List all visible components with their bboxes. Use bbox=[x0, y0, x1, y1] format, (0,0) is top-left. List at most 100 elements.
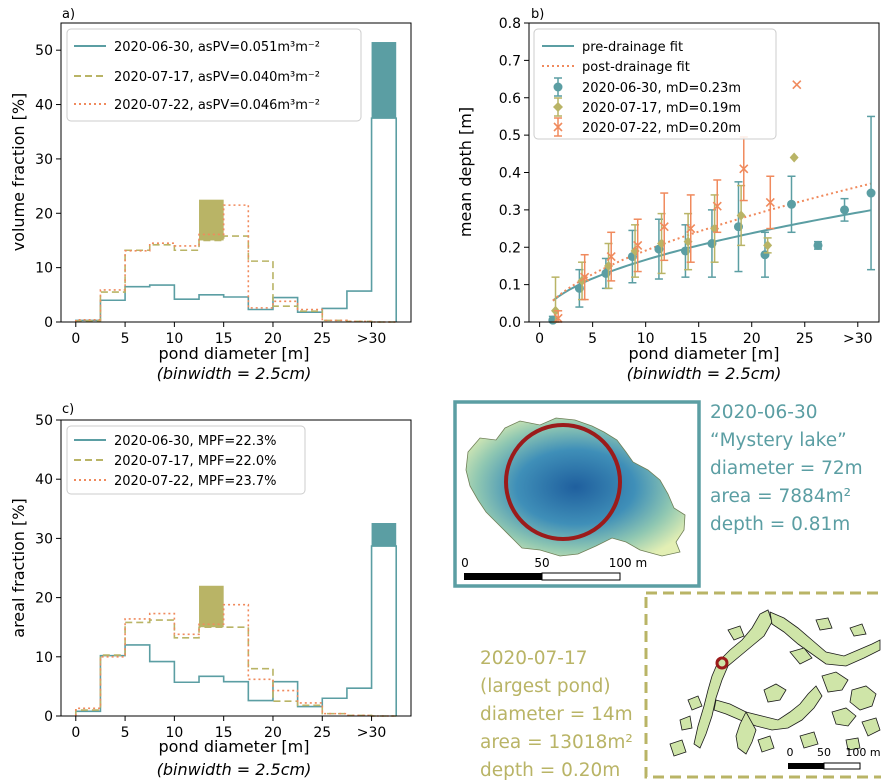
data-point-circle bbox=[866, 188, 876, 198]
data-point-x bbox=[633, 240, 643, 250]
scale-bar-white bbox=[541, 572, 621, 581]
x-tick-label: 20 bbox=[264, 725, 282, 741]
pond-network bbox=[669, 609, 881, 757]
annotation-line: diameter = 14m bbox=[480, 704, 633, 725]
x-tick-label: >30 bbox=[357, 725, 387, 741]
legend: 2020-06-30, MPF=22.3% 2020-07-17, MPF=22… bbox=[66, 425, 306, 495]
x-tick-label: 5 bbox=[121, 331, 130, 347]
data-point-x bbox=[580, 272, 590, 282]
y-tick-label: 50 bbox=[35, 413, 53, 429]
legend-entry: 2020-07-22, asPV=0.046m³m⁻² bbox=[114, 98, 320, 113]
data-point-diamond bbox=[736, 210, 746, 221]
x-tick-label: 15 bbox=[215, 331, 233, 347]
legend-entry: 2020-06-30, mD=0.23m bbox=[582, 81, 741, 96]
x-tick-label: >30 bbox=[357, 331, 387, 347]
x-tick-label: 25 bbox=[313, 331, 331, 347]
legend-marker-circle bbox=[553, 77, 563, 97]
data-point-x bbox=[712, 201, 722, 211]
lake-annotation: 2020-06-30 “Mystery lake” diameter = 72m… bbox=[710, 402, 863, 535]
series-2020-07-22-step bbox=[74, 204, 397, 323]
data-point-x bbox=[606, 252, 616, 262]
legend-box bbox=[66, 28, 362, 122]
annotation-line: “Mystery lake” bbox=[710, 430, 847, 451]
data-point-circle bbox=[813, 240, 823, 250]
annotation-line: 2020-07-17 bbox=[480, 648, 588, 669]
data-point-circle bbox=[787, 199, 796, 209]
data-point-x bbox=[792, 80, 802, 90]
legend-entry: 2020-07-17, asPV=0.040m³m⁻² bbox=[114, 70, 320, 85]
x-tick-label: 20 bbox=[743, 331, 761, 347]
x-tick-label: 10 bbox=[637, 331, 655, 347]
y-tick-label: 20 bbox=[35, 206, 53, 222]
legend-entry: 2020-06-30, MPF=22.3% bbox=[114, 434, 277, 449]
scale-bar-black bbox=[464, 573, 542, 580]
x-tick-label: 25 bbox=[796, 331, 814, 347]
y-tick-label: 0 bbox=[44, 315, 53, 331]
highlight-bar bbox=[199, 199, 224, 241]
y-axis-label: volume fraction [%] bbox=[9, 93, 28, 252]
annotation-line: (largest pond) bbox=[480, 676, 611, 697]
legend-box bbox=[66, 425, 306, 495]
x-tick-label: 25 bbox=[313, 725, 331, 741]
scale-label: 100 m bbox=[609, 556, 647, 570]
x-tick-label: 0 bbox=[535, 331, 544, 347]
panel-a: a) 0 10 20 30 40 50 0 5 10 15 20 25 >30 volume frac… bbox=[9, 7, 412, 383]
y-tick-label: 30 bbox=[35, 531, 53, 547]
x-tick-label: 5 bbox=[121, 725, 130, 741]
y-axis-label: areal fraction [%] bbox=[9, 498, 28, 637]
x-tick-label: 0 bbox=[71, 725, 80, 741]
y-tick-label: 20 bbox=[35, 591, 53, 607]
annotation-line: 2020-06-30 bbox=[710, 402, 818, 423]
scale-label: 50 bbox=[817, 746, 831, 759]
y-tick-label: 40 bbox=[35, 98, 53, 114]
scale-label: 50 bbox=[534, 556, 549, 570]
panel-label: b) bbox=[531, 7, 544, 22]
series-2020-07-22-step bbox=[74, 603, 397, 717]
legend-entry: post-drainage fit bbox=[582, 60, 690, 75]
legend-marker-x bbox=[553, 117, 563, 137]
scale-label: 0 bbox=[461, 556, 469, 570]
x-axis-sublabel: (binwidth = 2.5cm) bbox=[627, 364, 782, 383]
annotation-line: area = 13018m² bbox=[480, 732, 633, 753]
y-tick-label: 0.6 bbox=[499, 91, 521, 107]
inset-largest-pond: 0 50 100 m 2020-07-17 (largest pond) dia… bbox=[480, 591, 881, 781]
panel-label: c) bbox=[62, 402, 74, 417]
y-tick-label: 0.5 bbox=[499, 128, 521, 144]
series-2020-07-17-step bbox=[74, 235, 397, 323]
y-tick-label: 0.3 bbox=[499, 203, 521, 219]
legend: 2020-06-30, asPV=0.051m³m⁻² 2020-07-17, … bbox=[66, 28, 362, 122]
y-axis-label: mean depth [m] bbox=[456, 107, 475, 237]
series-2020-07-17-step bbox=[74, 619, 397, 717]
axes-frame bbox=[60, 419, 412, 717]
x-tick-label: 10 bbox=[165, 331, 183, 347]
data-point-x bbox=[553, 313, 563, 323]
x-axis-label: pond diameter [m] bbox=[628, 344, 779, 363]
legend-entry: 2020-07-17, MPF=22.0% bbox=[114, 454, 277, 469]
y-tick-label: 0 bbox=[44, 709, 53, 725]
panel-label: a) bbox=[62, 7, 75, 22]
data-point-circle bbox=[840, 205, 850, 215]
y-tick-label: 0.8 bbox=[499, 16, 521, 32]
x-axis-label: pond diameter [m] bbox=[158, 344, 309, 363]
y-tick-label: 0.0 bbox=[499, 315, 521, 331]
highlight-bar bbox=[199, 585, 224, 628]
y-tick-label: 50 bbox=[35, 43, 53, 59]
series-2020-06-30-step bbox=[74, 545, 398, 716]
largest-pond-marker bbox=[715, 656, 729, 670]
y-tick-label: 0.1 bbox=[499, 278, 521, 294]
data-point-diamond bbox=[763, 240, 773, 251]
axes-frame bbox=[60, 22, 412, 323]
x-tick-label: 0 bbox=[71, 331, 80, 347]
data-point-x bbox=[765, 197, 775, 207]
data-point-diamond bbox=[789, 152, 799, 163]
x-tick-label: >30 bbox=[843, 331, 873, 347]
panel-c: c) 0 10 20 30 40 50 0 5 10 15 20 25 >30 areal fract… bbox=[9, 402, 412, 779]
scale-label: 0 bbox=[787, 746, 794, 759]
x-tick-label: 10 bbox=[165, 725, 183, 741]
data-point-x bbox=[739, 164, 749, 174]
x-axis-sublabel: (binwidth = 2.5cm) bbox=[157, 364, 312, 383]
data-point-x bbox=[659, 222, 669, 232]
diameter-circle bbox=[504, 423, 622, 541]
legend-entry: 2020-07-22, mD=0.20m bbox=[582, 121, 741, 136]
